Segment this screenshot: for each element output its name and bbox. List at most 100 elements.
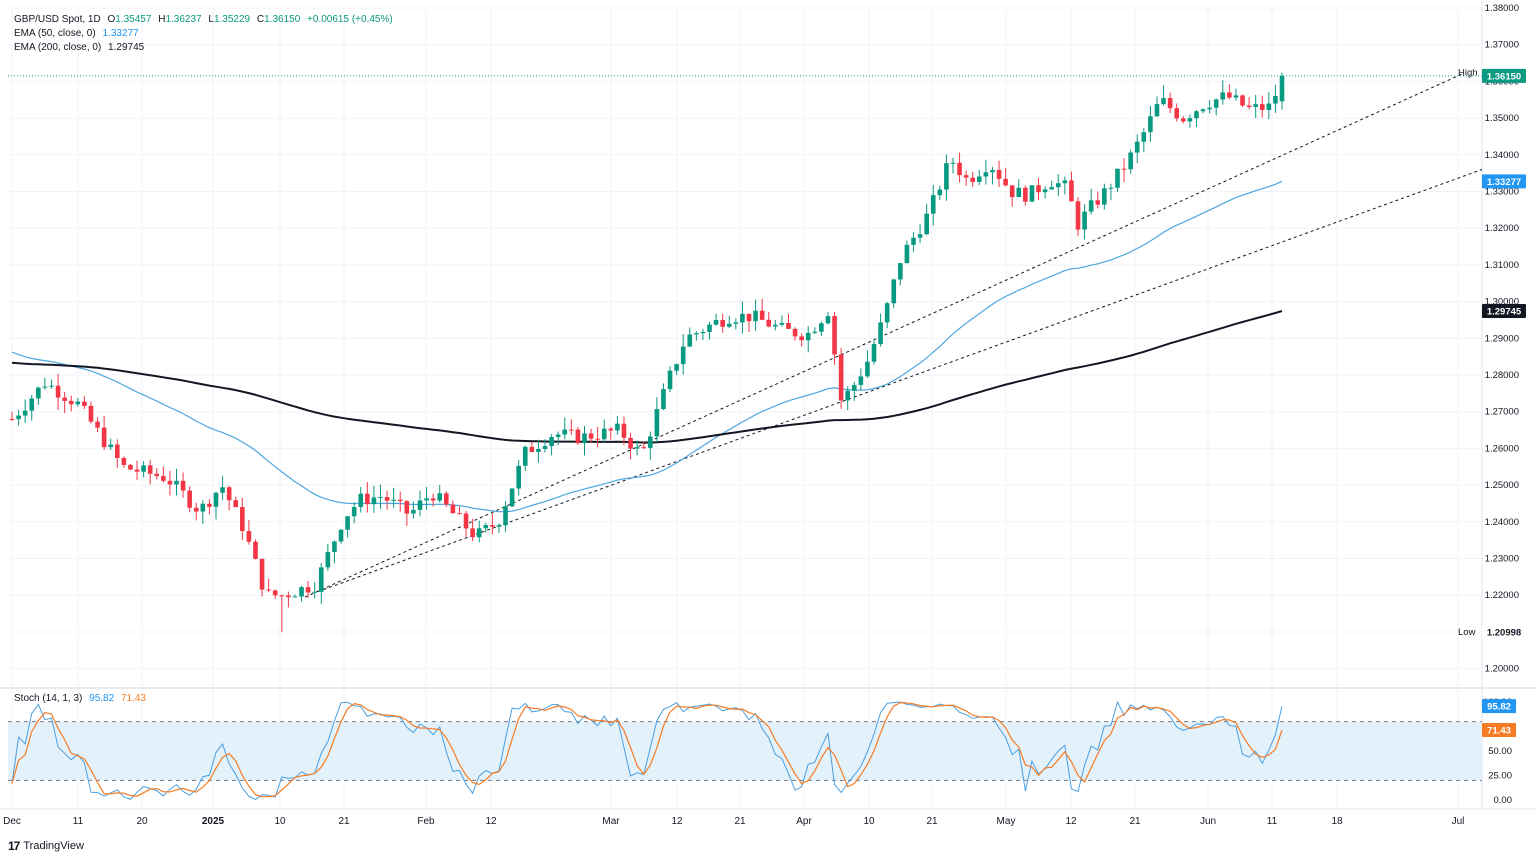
candle-body	[608, 428, 614, 431]
stoch-legend[interactable]: Stoch (14, 1, 3) 95.82 71.43	[14, 693, 146, 704]
candle	[575, 426, 581, 445]
candle-body	[134, 469, 140, 472]
candle	[1167, 92, 1173, 114]
candle	[694, 331, 699, 341]
candle	[1246, 97, 1252, 110]
candle	[378, 484, 383, 509]
ema200-badge: 1.29745	[1482, 303, 1526, 318]
candle-body	[990, 169, 995, 173]
candle	[1259, 95, 1265, 118]
candle	[1102, 183, 1107, 210]
candle	[411, 501, 416, 519]
candle-body	[720, 320, 725, 327]
candle-body	[740, 313, 745, 323]
candle-body	[996, 169, 1002, 179]
candle-body	[490, 525, 495, 527]
candle	[812, 327, 818, 334]
candle	[141, 461, 146, 478]
candle-body	[667, 370, 673, 390]
candle-body	[871, 344, 877, 362]
candle	[1180, 116, 1186, 124]
candle-body	[687, 334, 693, 347]
candle-body	[569, 429, 574, 431]
candle	[1253, 94, 1258, 119]
candle	[496, 523, 502, 533]
time-tick-label: 10	[274, 816, 286, 827]
candle-body	[878, 322, 883, 345]
candle-body	[443, 493, 449, 505]
candle	[9, 411, 15, 421]
candle-body	[1266, 103, 1272, 110]
candle	[970, 171, 976, 187]
candle-body	[845, 390, 851, 401]
candle-body	[128, 464, 133, 470]
high-marker-label: High	[1458, 68, 1478, 79]
candle	[1029, 185, 1035, 202]
candle-body	[180, 480, 186, 491]
candle	[832, 312, 837, 365]
candle-body	[529, 446, 535, 452]
candle	[1009, 185, 1015, 207]
stoch-k-badge: 95.82	[1482, 699, 1516, 714]
candle-body	[904, 244, 910, 264]
candle-body	[496, 525, 502, 527]
candle-body	[601, 428, 607, 440]
candle	[601, 419, 607, 443]
stoch-tick-label: 0.00	[1494, 795, 1513, 806]
ema50-legend[interactable]: EMA (50, close, 0) 1.33277	[14, 27, 139, 41]
candle	[661, 383, 666, 411]
candle	[608, 427, 614, 440]
candle-body	[1174, 108, 1180, 119]
candle	[647, 431, 653, 460]
time-tick-label: 11	[73, 816, 84, 827]
candle	[490, 513, 495, 535]
candle-body	[779, 322, 785, 325]
candle-body	[1009, 185, 1015, 198]
stoch-tick-label: 50.00	[1488, 746, 1512, 757]
tradingview-logo[interactable]: 17 TradingView	[8, 839, 84, 853]
time-tick-label: Mar	[602, 816, 620, 827]
candle-body	[1148, 116, 1153, 133]
price-tick-label: 1.30000	[1485, 297, 1519, 308]
candle-body	[773, 324, 778, 327]
candle	[391, 487, 396, 508]
stoch-d-badge-text: 71.43	[1487, 725, 1511, 736]
candle-body	[114, 444, 120, 458]
candle-body	[253, 541, 258, 559]
candle-body	[233, 500, 239, 508]
candle	[1069, 171, 1074, 202]
candle-body	[365, 493, 370, 505]
ema200-value: 1.29745	[108, 42, 145, 53]
ema200-legend[interactable]: EMA (200, close, 0) 1.29745	[14, 41, 144, 55]
high-label: H	[158, 14, 166, 25]
candle	[595, 426, 600, 448]
candle-body	[1003, 178, 1008, 186]
candle-body	[930, 195, 936, 214]
candle-body	[279, 595, 285, 597]
candle-body	[42, 386, 48, 388]
time-tick-label: 12	[671, 816, 683, 827]
candle	[871, 338, 877, 365]
candle-body	[266, 589, 271, 591]
candle-body	[1115, 168, 1120, 188]
change-value: +0.00615 (+0.45%)	[307, 14, 393, 25]
candle-body	[917, 234, 923, 238]
candle	[667, 366, 673, 393]
candle	[384, 490, 390, 510]
candle-body	[187, 490, 192, 508]
candle	[858, 368, 864, 391]
candle	[345, 515, 350, 538]
candle-body	[437, 493, 443, 501]
candle	[404, 500, 410, 527]
ema200-badge-bg	[1482, 303, 1526, 318]
candle	[937, 185, 943, 201]
candle-body	[1042, 189, 1048, 193]
candle	[911, 231, 916, 252]
candle-body	[417, 500, 423, 510]
candle	[1227, 84, 1232, 100]
candle-body	[62, 397, 67, 401]
candle-body	[549, 437, 554, 447]
candle-body	[457, 513, 462, 515]
